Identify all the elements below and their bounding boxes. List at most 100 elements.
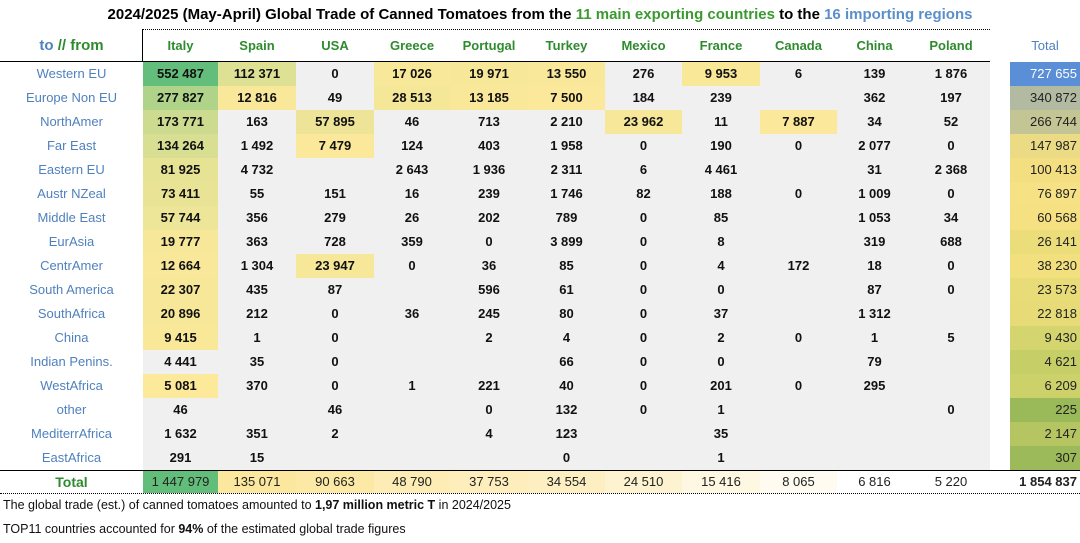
footer-line-1: The global trade (est.) of canned tomato…	[3, 498, 511, 512]
table-cell	[374, 326, 450, 350]
table-cell: 2 643	[395, 162, 429, 177]
table-cell	[760, 398, 837, 422]
table-cell: 17 026	[374, 62, 450, 86]
table-cell: 0	[794, 186, 803, 201]
table-cell	[450, 446, 528, 470]
table-cell: 49	[327, 90, 343, 105]
table-cell: 190	[710, 138, 732, 153]
table-cell: 46	[173, 402, 188, 417]
table-cell: 1 958	[550, 138, 583, 153]
table-cell: 8	[717, 234, 725, 249]
table-cell: 112 371	[218, 62, 296, 86]
column-header-france: France	[699, 38, 743, 53]
table-cell	[760, 206, 837, 230]
table-cell: 31	[867, 162, 882, 177]
table-cell: 0	[639, 402, 648, 417]
footer-highlight: 1,97 million metric T	[315, 498, 436, 512]
table-cell: 202	[478, 210, 500, 225]
column-total: 5 220	[912, 471, 990, 493]
table-cell: 0	[485, 234, 493, 249]
column-total: 6 816	[837, 471, 912, 493]
corner-from: from	[70, 37, 104, 54]
table-cell: 139	[863, 66, 886, 81]
table-cell: 16	[404, 186, 420, 201]
table-cell: 7 479	[296, 134, 374, 158]
table-cell: 0	[408, 258, 416, 273]
total-column-header: Total	[1031, 38, 1059, 53]
table-cell: 351	[246, 426, 268, 441]
table-cell: 0	[717, 282, 725, 297]
table-cell: 13 550	[528, 62, 605, 86]
table-cell	[912, 302, 990, 326]
table-cell: 291	[169, 450, 192, 465]
column-header-poland: Poland	[929, 38, 973, 53]
table-cell: 0	[639, 378, 648, 393]
row-label: Eastern EU	[38, 162, 105, 177]
table-cell: 6	[639, 162, 648, 177]
table-cell: 4 441	[164, 354, 197, 369]
row-label: EastAfrica	[41, 450, 102, 465]
table-cell: 20 896	[143, 302, 218, 326]
table-cell: 0	[331, 306, 339, 321]
table-cell: 1	[253, 330, 261, 345]
table-cell	[374, 350, 450, 374]
table-cell: 19 971	[450, 62, 528, 86]
table-cell: 2	[485, 330, 493, 345]
column-header-china: China	[856, 38, 893, 53]
table-cell: 13 185	[450, 86, 528, 110]
table-cell: 26	[404, 210, 420, 225]
data-grid-background	[143, 62, 990, 470]
table-cell: 6	[794, 66, 803, 81]
header-vertical-divider	[142, 29, 143, 62]
table-cell: 79	[867, 354, 882, 369]
table-cell: 0	[639, 282, 648, 297]
table-cell: 1 492	[240, 138, 274, 153]
table-cell: 66	[559, 354, 574, 369]
table-cell	[760, 302, 837, 326]
table-cell: 73 411	[143, 182, 218, 206]
row-total: 23 573	[1010, 278, 1080, 302]
table-cell: 1 746	[550, 186, 583, 201]
table-cell: 46	[327, 402, 343, 417]
table-cell: 2 210	[550, 114, 583, 129]
table-cell: 0	[639, 258, 648, 273]
table-cell	[912, 446, 990, 470]
row-total: 147 987	[1010, 134, 1080, 158]
column-total: 90 663	[296, 471, 374, 493]
table-cell: 403	[478, 138, 500, 153]
table-cell	[374, 278, 450, 302]
table-cell: 201	[710, 378, 732, 393]
row-label: SouthAfrica	[37, 306, 106, 321]
table-cell	[296, 158, 374, 182]
row-label: Middle East	[37, 210, 106, 225]
table-cell: 184	[632, 90, 655, 105]
table-cell: 295	[863, 378, 886, 393]
row-total: 60 568	[1010, 206, 1080, 230]
table-cell: 279	[324, 210, 346, 225]
row-label: South America	[29, 282, 114, 297]
table-cell: 0	[562, 450, 571, 465]
column-header-turkey: Turkey	[545, 38, 588, 53]
table-cell: 4	[562, 330, 571, 345]
table-cell: 789	[555, 210, 578, 225]
table-cell: 18	[867, 258, 882, 273]
table-cell: 1 312	[858, 306, 891, 321]
table-cell: 197	[940, 90, 962, 105]
table-cell	[760, 422, 837, 446]
table-cell: 1	[717, 450, 725, 465]
table-cell	[605, 422, 682, 446]
table-cell	[837, 446, 912, 470]
table-cell: 596	[478, 282, 500, 297]
title-importers: 16 importing regions	[824, 6, 973, 23]
table-cell: 34	[943, 210, 959, 225]
row-total: 100 413	[1010, 158, 1080, 182]
table-cell: 12 664	[143, 254, 218, 278]
column-header-usa: USA	[321, 38, 349, 53]
footer-text: TOP11 countries accounted for	[3, 522, 179, 536]
table-cell: 173 771	[143, 110, 218, 134]
table-cell: 2	[331, 426, 339, 441]
table-cell	[760, 86, 837, 110]
total-row	[0, 470, 1080, 494]
table-cell	[374, 398, 450, 422]
row-total: 2 147	[1010, 422, 1080, 446]
